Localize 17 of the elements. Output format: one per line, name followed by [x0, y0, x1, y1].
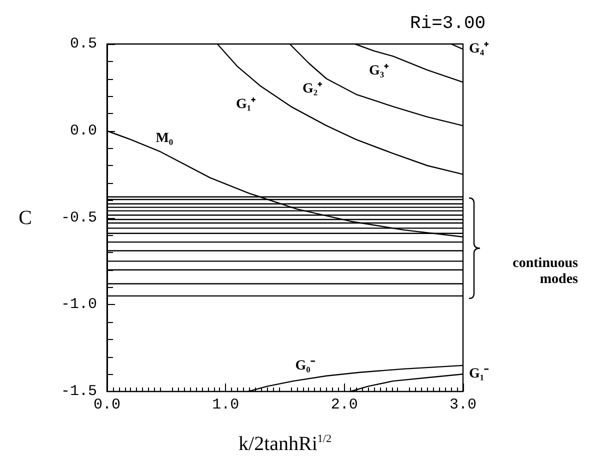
y-tick-label: 0.0: [70, 122, 97, 140]
x-tick-label: 3.0: [449, 396, 477, 414]
series-label: G₄⁺: [469, 42, 490, 57]
text: Ri=3.00: [410, 14, 486, 34]
x-tick-label: 1.0: [212, 396, 240, 414]
series-label: G₂⁺: [302, 81, 323, 96]
y-tick-label: 0.5: [70, 36, 97, 52]
series-label: G₀⁻: [295, 358, 316, 374]
x-tick-label: 2.0: [330, 396, 358, 414]
y-tick-label: -1.0: [60, 296, 97, 314]
series-label: G₃⁺: [368, 64, 390, 79]
y-tick-label: -0.5: [60, 209, 97, 226]
series-label: G₁⁻: [469, 366, 490, 382]
series-label: G₁⁺: [236, 97, 256, 112]
series-label: M₀: [156, 131, 174, 146]
y-axis-title: C: [18, 206, 32, 229]
text: continuous modes: [512, 256, 578, 288]
